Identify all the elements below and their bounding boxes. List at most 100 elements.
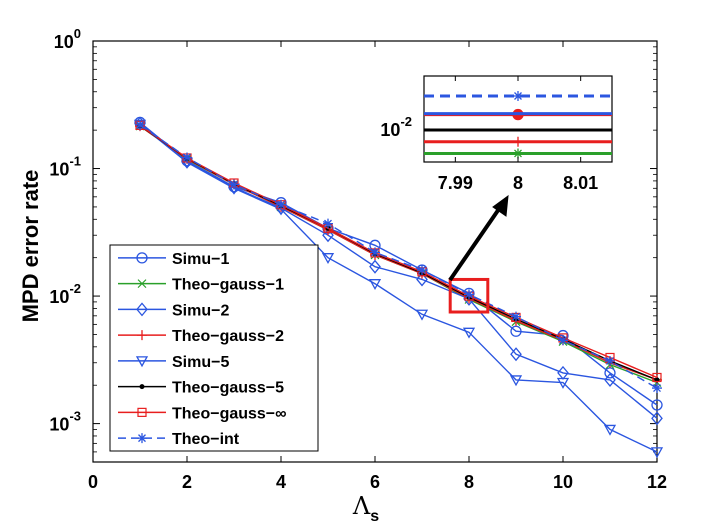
data-point [651,399,663,411]
legend-label: Theo−gauss−2 [172,328,284,345]
data-point [416,272,428,287]
data-point [604,367,616,379]
data-point [417,265,427,276]
legend-marker [137,279,147,289]
data-point [229,179,239,190]
y-tick-base: 10 [49,287,69,307]
legend-label: Simu−5 [172,354,229,371]
inset-line-theo-gauss-2 [424,136,612,147]
legend-label: Theo−gauss−5 [172,380,284,397]
data-point [135,119,145,130]
data-point [509,375,523,387]
legend-entry-theo-gauss-2: Theo−gauss−2 [118,328,284,345]
annotation-layer [448,194,509,314]
data-point [510,325,522,337]
y-tick-exponent: 0 [74,26,81,41]
data-point [604,372,616,387]
legend-marker [137,330,147,341]
y-tick-base: 10 [49,160,69,180]
data-point [464,289,474,300]
y-tick-exponent: -3 [69,409,81,424]
legend-entry-simu-1: Simu−1 [118,251,229,268]
data-point [415,309,429,321]
data-point [368,279,382,291]
data-point [276,199,286,210]
legend-marker [139,384,145,390]
data-point [652,372,662,383]
inset-y-tick-base: 10 [380,120,400,140]
legend-marker [136,302,148,317]
legend-entry-theo-gauss-1: Theo−gauss−1 [118,277,284,294]
y-tick-exponent: -2 [69,281,81,296]
x-tick-label: 0 [88,472,98,492]
legend-label: Theo−int [172,431,240,448]
inset-y-tick-label: 10-2 [380,114,412,140]
x-axis-label: Λs [352,492,379,525]
data-point [511,311,521,322]
data-point [323,218,333,229]
x-tick-label: 4 [276,472,286,492]
series-line [139,124,658,389]
legend-label: Theo−gauss−∞ [172,405,287,422]
legend-entry-theo-int: Theo−int [118,431,240,448]
data-point [556,377,570,389]
data-point [370,247,380,258]
data-point [369,259,381,274]
zoom-highlight-box [448,277,490,314]
legend-entry-theo-gauss-inf: Theo−gauss−∞ [118,405,287,422]
x-axis-label-main: Λ [352,492,371,520]
x-tick-label: 2 [182,472,192,492]
inset-line-theo-gauss-1 [424,148,612,159]
data-point [651,411,663,426]
legend-entry-theo-gauss-5: Theo−gauss−5 [118,380,284,397]
y-tick-label: 10-1 [49,154,81,180]
legend-entry-simu-5: Simu−5 [118,354,229,371]
zoom-arrow-shaft [448,204,503,282]
data-point [321,253,335,265]
y-tick-label: 10-3 [49,409,81,435]
y-axis-label: MPD error rate [18,170,43,323]
legend-marker [137,433,147,444]
x-axis-label-sub: s [370,508,379,525]
y-tick-base: 10 [49,415,69,435]
legend-label: Theo−gauss−1 [172,277,284,294]
series-theo-int [135,119,662,394]
data-point [603,424,617,436]
x-tick-label: 10 [553,472,573,492]
y-tick-exponent: -1 [69,154,81,169]
data-point [652,383,662,394]
legend-marker [136,252,148,264]
x-tick-label: 12 [647,472,667,492]
inset-marker [513,91,523,102]
inset-marker [513,136,523,147]
y-tick-label: 10-2 [49,281,81,307]
x-tick-label: 8 [464,472,474,492]
y-tick-label: 100 [54,26,81,52]
data-point [510,347,522,362]
zoom-arrow-head [492,194,509,217]
y-tick-base: 10 [54,32,74,52]
inset-y-tick-exponent: -2 [400,114,412,129]
inset-x-tick-label: 7.99 [438,173,473,193]
data-point [558,335,568,346]
x-tick-label: 6 [370,472,380,492]
data-point [182,152,192,163]
inset-x-tick-label: 8 [513,173,523,193]
axis-labels: MPD error rate Λs [18,170,379,525]
legend-label: Simu−2 [172,302,229,319]
legend-marker [137,407,147,417]
legend: Simu−1 Theo−gauss−1 Simu−2 Theo−gauss−2 Simu… [109,244,319,452]
data-point [462,327,476,339]
inset-axes: 7.99 8 8.01 10-2 [380,75,613,193]
series-layer [133,116,664,459]
inset-line-theo-int [424,91,612,102]
series-line [139,123,658,453]
inset-marker [513,148,523,159]
data-point [322,228,334,243]
legend-entry-simu-2: Simu−2 [118,302,229,319]
data-point [605,355,615,366]
series-line [139,124,658,379]
data-point [650,447,664,459]
legend-marker [135,356,149,368]
